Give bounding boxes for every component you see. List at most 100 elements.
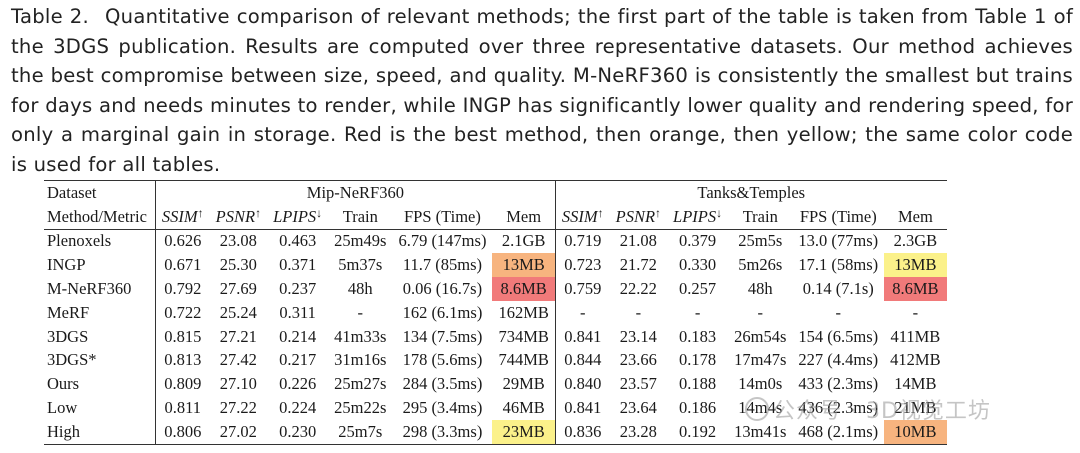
table-cell: 178 (5.6ms): [402, 350, 483, 370]
table-row: MeRF 0.722 25.24 0.311-162 (6.1ms) 162MB - - - -…: [44, 300, 947, 325]
table-cell: 25m27s: [334, 374, 387, 394]
metric-name: FPS (Time): [799, 206, 877, 226]
method-name: High: [44, 419, 156, 445]
table-cell: 162MB: [498, 302, 549, 322]
metric-header-ssim-1: SSIM↑: [554, 204, 610, 230]
table-cell: 23.14: [619, 326, 657, 346]
table-cell: -: [757, 302, 764, 322]
method-name: Low: [47, 398, 78, 418]
table-cell: -: [554, 300, 610, 325]
method-name: 3DGS*: [47, 350, 97, 370]
table-cell: 23.64: [619, 398, 657, 418]
table-cell: 17m47s: [734, 350, 787, 370]
method-name: Plenoxels: [44, 228, 156, 254]
metric-header-train-1: Train: [728, 205, 792, 229]
table-cell: 11.7 (85ms): [402, 255, 482, 275]
table-cell: -: [357, 302, 364, 322]
table-row: Ours 0.809 27.10 0.226 25m27s 284 (3.5ms) 29MB…: [44, 372, 947, 397]
table-cell: 0.809: [154, 372, 210, 397]
table-cell: 14m0s: [738, 374, 783, 394]
table-cell: 0.463: [267, 228, 329, 254]
metric-name: SSIM: [161, 207, 198, 227]
caption-label: Table 2.: [11, 5, 89, 28]
table-cell: 29MB: [502, 374, 545, 394]
table-cell: 46MB: [502, 398, 545, 418]
method-name: M-NeRF360: [47, 279, 132, 299]
table-cell: 5m26s: [738, 255, 783, 275]
metric-header-mem-1: Mem: [884, 205, 946, 229]
table-cell: 0.836: [554, 419, 610, 445]
table-cell: 744MB: [498, 350, 549, 370]
table-cell: 0.371: [279, 255, 317, 275]
table-cell: 0.813: [154, 348, 210, 373]
table-cell: 23MB: [492, 419, 556, 445]
table-cell: 23.08: [209, 228, 268, 254]
table-cell: 27.22: [219, 398, 257, 418]
metric-header-ssim-0: SSIM↑: [154, 204, 210, 230]
table-cell: 0.759: [554, 277, 610, 301]
table-cell: 298 (3.3ms): [392, 419, 493, 445]
table-cell: 134 (7.5ms): [402, 326, 483, 346]
table-cell: 10MB: [884, 419, 947, 445]
metric-name: PSNR: [215, 207, 256, 227]
table-cell: 0.230: [267, 419, 329, 445]
arrow-up-icon: ↑: [197, 206, 204, 221]
table-caption: Table 2. Quantitative comparison of relev…: [11, 2, 1073, 180]
metric-name: SSIM: [561, 207, 598, 227]
table-cell: 14MB: [894, 374, 937, 394]
table-cell: 0.330: [679, 255, 717, 275]
wechat-logo-icon: [745, 397, 769, 421]
table-cell: 0.178: [679, 350, 717, 370]
table-cell: 8.6MB: [492, 277, 556, 301]
table-cell: 0.719: [554, 228, 610, 254]
table-cell: 284 (3.5ms): [402, 374, 483, 394]
table-cell: 0.723: [554, 253, 610, 278]
watermark-text: 公众号 · 3D视觉工坊: [773, 399, 991, 424]
table-row: Plenoxels 0.626 23.08 0.463 25m49s 6.79 (147m…: [44, 228, 947, 254]
table-cell: 25m22s: [334, 398, 387, 418]
table-cell: 25.24: [219, 302, 257, 322]
comparison-table-container: Dataset Mip-NeRF360 Tanks&Temples Method…: [44, 180, 947, 445]
table-cell: 734MB: [498, 326, 549, 346]
table-cell: 0.841: [554, 324, 610, 349]
table-cell: 0.257: [679, 279, 717, 299]
table-cell: 0.192: [667, 419, 729, 445]
table-cell: 5m37s: [338, 255, 383, 275]
table-cell: 0.671: [154, 253, 210, 278]
table-cell: 25m49s: [328, 228, 393, 254]
group-header-mipnerf360: Mip-NeRF360: [154, 180, 556, 205]
table-cell: 0.226: [279, 374, 317, 394]
table-cell: -: [694, 302, 701, 322]
table-cell: 13.0 (77ms): [792, 228, 885, 254]
table-cell: 0.214: [279, 326, 317, 346]
table-cell: 27.02: [209, 419, 268, 445]
table-cell: 0.806: [154, 419, 210, 445]
table-cell: 0.815: [154, 324, 210, 349]
table-cell: 27.42: [219, 350, 257, 370]
metric-name: Mem: [897, 206, 933, 226]
table-cell: -: [912, 302, 919, 322]
table-cell: 41m33s: [334, 326, 387, 346]
table-cell: 21.72: [619, 255, 657, 275]
table-cell: 154 (6.5ms): [798, 326, 879, 346]
table-row: 3DGS 0.815 27.21 0.214 41m33s 134 (7.5ms) 734M…: [44, 324, 947, 349]
table-cell: 27.21: [219, 326, 257, 346]
table-cell: 0.237: [279, 279, 317, 299]
table-cell: 48h: [747, 279, 773, 299]
table-row: M-NeRF360 0.792 27.69 0.237 48h 0.06 (16.7s) 8…: [44, 277, 947, 301]
table-cell: 0.840: [554, 372, 610, 397]
metric-header-mem-0: Mem: [492, 205, 555, 229]
table-cell: -: [635, 302, 642, 322]
table-body: Plenoxels 0.626 23.08 0.463 25m49s 6.79 (147m…: [44, 228, 947, 445]
table-cell: 23.28: [609, 419, 668, 445]
table-cell: 31m16s: [334, 350, 387, 370]
table-cell: 295 (3.4ms): [402, 398, 483, 418]
arrow-up-icon: ↑: [597, 206, 604, 221]
table-cell: 0.844: [554, 348, 610, 373]
table-cell: 412MB: [890, 350, 941, 370]
table-cell: 25m5s: [728, 228, 793, 254]
metric-header-fps-time-1: FPS (Time): [792, 205, 884, 229]
comparison-table: Dataset Mip-NeRF360 Tanks&Temples Method…: [44, 180, 947, 445]
metric-name: Mem: [506, 206, 542, 226]
group-header-row: Dataset Mip-NeRF360 Tanks&Temples: [44, 180, 947, 205]
